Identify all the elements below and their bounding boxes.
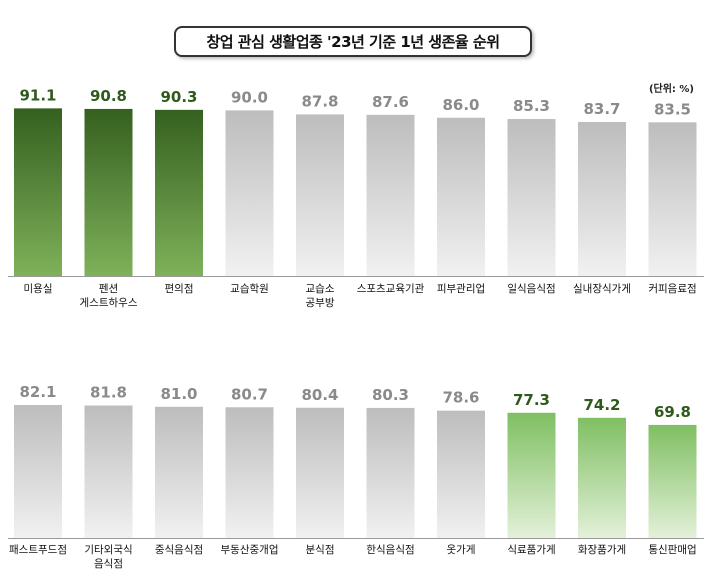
bar [296, 114, 344, 276]
data-label: 80.3 [372, 386, 409, 404]
category-label: 교습소 공부방 [306, 283, 335, 309]
bar [507, 412, 556, 538]
data-label: 77.3 [513, 391, 550, 409]
data-label: 87.8 [301, 92, 338, 110]
bar [14, 108, 62, 276]
category-label: 편의점 [165, 282, 194, 295]
category-label: 미용실 [24, 283, 53, 295]
category-label: 일식음식점 [507, 282, 555, 295]
bar [507, 119, 556, 276]
data-label: 87.6 [372, 93, 409, 111]
bar [366, 114, 415, 276]
data-label: 90.0 [231, 88, 268, 106]
data-label: 81.8 [90, 383, 127, 401]
bar [84, 108, 133, 276]
category-label: 기타외국식 음식점 [84, 544, 132, 570]
data-label: 90.3 [160, 88, 197, 106]
data-label: 90.8 [90, 87, 127, 105]
category-label: 분식점 [306, 544, 335, 556]
chart-title-box: 창업 관심 생활업종 '23년 기준 1년 생존율 순위 [174, 26, 532, 57]
bar [296, 407, 344, 538]
data-label: 80.4 [301, 386, 338, 404]
data-label: 74.2 [583, 396, 620, 414]
data-label: 78.6 [442, 389, 479, 407]
bar [155, 109, 203, 277]
category-label: 한식음식점 [366, 544, 414, 556]
category-label: 식료품가게 [507, 544, 555, 556]
data-label: 83.5 [654, 100, 691, 118]
data-label: 69.8 [654, 403, 691, 421]
category-label: 통신판매업 [648, 543, 696, 556]
category-label: 부동산중개업 [221, 543, 279, 556]
data-label: 86.0 [442, 96, 479, 114]
category-label: 스포츠교육기관 [357, 283, 425, 295]
data-label: 83.7 [583, 100, 620, 118]
unit-label: (단위: %) [648, 84, 694, 95]
bar [225, 407, 274, 538]
bar [14, 404, 62, 538]
category-label: 옷가게 [447, 544, 476, 556]
category-label: 교습학원 [230, 283, 269, 295]
category-label: 커피음료점 [648, 283, 696, 295]
bar [366, 407, 415, 538]
chart-title: 창업 관심 생활업종 '23년 기준 1년 생존율 순위 [206, 33, 500, 51]
bar [437, 117, 485, 276]
bar [437, 410, 485, 538]
data-label: 91.1 [19, 86, 56, 104]
bar [578, 121, 626, 276]
category-label: 실내장식가게 [573, 283, 631, 295]
category-label: 패스트푸드점 [9, 544, 67, 556]
bar [155, 406, 203, 538]
category-label: 중식음식점 [155, 544, 203, 556]
data-label: 82.1 [19, 383, 56, 401]
category-label: 피부관리업 [437, 282, 485, 295]
bar [648, 122, 697, 276]
data-label: 81.0 [160, 385, 197, 403]
bar [225, 110, 274, 277]
category-label: 펜션 게스트하우스 [80, 283, 138, 309]
bar [84, 405, 133, 538]
category-label: 화장품가게 [578, 544, 626, 556]
bar [578, 417, 626, 538]
data-label: 85.3 [513, 97, 550, 115]
data-label: 80.7 [231, 385, 268, 403]
bar [648, 424, 697, 538]
